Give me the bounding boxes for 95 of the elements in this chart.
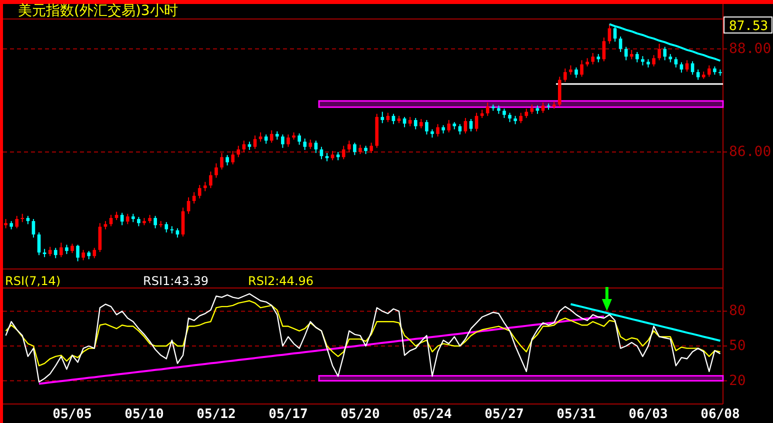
candlestick (447, 120, 451, 133)
candlestick (563, 68, 567, 82)
candlestick (70, 243, 74, 254)
candlestick (674, 56, 678, 68)
candlestick (591, 52, 595, 65)
candlestick (253, 134, 257, 150)
candlestick (236, 145, 240, 158)
line-series (608, 23, 722, 62)
candlestick (126, 213, 130, 225)
series-label: RSI1:43.39 (143, 274, 209, 288)
candlestick (154, 215, 157, 229)
candlestick (519, 112, 523, 124)
candlestick (203, 181, 207, 192)
candlestick (347, 140, 351, 152)
candlestick (458, 124, 462, 135)
candlestick (353, 142, 356, 156)
candlestick (303, 138, 307, 150)
candlestick (137, 216, 140, 227)
candlestick (641, 56, 644, 66)
candlestick (652, 54, 656, 67)
candlestick (580, 60, 584, 78)
x-tick-label: 05/27 (484, 407, 524, 422)
x-tick-label: 05/12 (196, 407, 236, 422)
x-tick-label: 05/31 (556, 407, 596, 422)
candlestick (65, 244, 68, 255)
candlestick (469, 118, 473, 132)
candlestick (414, 117, 418, 130)
line-series (5, 293, 721, 383)
x-tick-label: 06/03 (628, 407, 668, 422)
candlestick (358, 144, 362, 155)
candlestick (15, 215, 19, 229)
candlestick (298, 132, 301, 146)
candlestick (98, 222, 102, 252)
candlestick (181, 207, 185, 238)
candlestick (370, 142, 373, 154)
candlestick (198, 184, 202, 199)
candlestick (630, 49, 634, 60)
x-tick-label: 05/24 (412, 407, 452, 422)
candlestick (663, 46, 667, 61)
candlestick (380, 111, 384, 124)
candlestick (214, 162, 218, 178)
candlestick (502, 108, 506, 118)
candlestick (164, 222, 168, 233)
candlestick (635, 51, 639, 63)
y-tick-label: 20 (729, 372, 746, 389)
candlestick (541, 102, 545, 114)
series-label: RSI2:44.96 (248, 274, 314, 288)
x-tick-label: 06/08 (700, 407, 740, 422)
y-tick-label: 50 (729, 338, 746, 354)
candlestick (464, 117, 468, 134)
candlestick (474, 112, 478, 132)
chart-title: 美元指数(外汇交易)3小时 (18, 3, 178, 19)
y-tick-label: 88.00 (729, 40, 772, 57)
candlestick (342, 145, 346, 160)
x-tick-label: 05/10 (124, 407, 164, 422)
candlestick (530, 104, 534, 114)
y-tick-label: 86.00 (729, 144, 772, 160)
candlestick (308, 139, 312, 150)
x-tick-label: 05/17 (268, 407, 308, 422)
candlestick (59, 242, 63, 258)
candlestick (186, 196, 190, 214)
candlestick (508, 112, 512, 123)
x-tick-label: 05/05 (52, 407, 92, 422)
candlestick (419, 118, 423, 129)
candlestick (32, 218, 36, 238)
candlestick (569, 64, 572, 76)
candlestick (270, 130, 274, 144)
candlestick (220, 152, 224, 170)
candlestick (486, 102, 490, 116)
y-tick-label: 80 (729, 303, 746, 320)
line-series (570, 303, 722, 342)
candlestick (286, 134, 290, 148)
candlestick (314, 140, 318, 154)
text: 87.53 (729, 19, 768, 34)
candlestick (92, 247, 96, 259)
candlestick (602, 37, 606, 62)
line-series (5, 300, 721, 366)
candlestick (226, 154, 229, 166)
candlestick (524, 108, 528, 118)
candlestick (281, 134, 284, 148)
candlestick (209, 171, 212, 189)
candlestick (618, 36, 622, 52)
candlestick (436, 124, 440, 138)
candlestick (37, 232, 41, 256)
x-tick-label: 05/20 (340, 407, 380, 422)
candlestick (574, 66, 578, 78)
line-series (38, 316, 605, 385)
candlestick (82, 249, 85, 261)
candlestick (707, 64, 711, 78)
candlestick (231, 150, 235, 165)
candlestick (425, 120, 428, 135)
candlestick (76, 244, 80, 262)
candlestick (54, 247, 58, 259)
chart-title: RSI(7,14) (5, 274, 61, 288)
candlestick (658, 43, 661, 61)
